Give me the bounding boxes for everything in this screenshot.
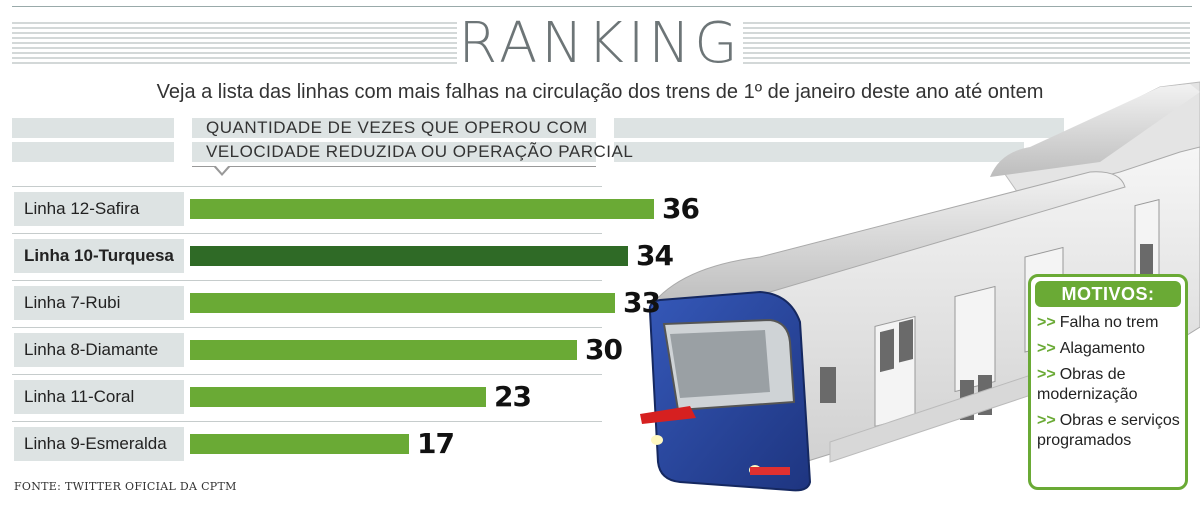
double-arrow-icon: >>	[1037, 340, 1056, 357]
chart-title: RANKING	[458, 11, 742, 76]
motivo-item: >> Alagamento	[1037, 340, 1146, 357]
category-label: Linha 11-Coral	[14, 380, 184, 414]
bar-value-label: 30	[585, 333, 623, 366]
bar-value-label: 36	[662, 192, 700, 225]
bar-value-label: 23	[494, 380, 532, 413]
source-note: FONTE: TWITTER OFICIAL DA CPTM	[14, 480, 237, 493]
category-label: Linha 12-Safira	[14, 192, 184, 226]
bar	[190, 340, 577, 360]
category-label: Linha 9-Esmeralda	[14, 427, 184, 461]
row-separator	[12, 186, 602, 187]
band-right-2	[614, 142, 1024, 162]
category-label: Linha 7-Rubi	[14, 286, 184, 320]
motivo-item: >> Obras e serviços programados	[1037, 412, 1180, 449]
bar-value-label: 34	[636, 239, 674, 272]
row-separator	[12, 233, 602, 234]
bar	[190, 293, 615, 313]
band-right-1	[614, 118, 1064, 138]
double-arrow-icon: >>	[1037, 366, 1056, 383]
value-axis-caption: QUANTIDADE DE VEZES QUE OPEROU COM VELOC…	[192, 118, 633, 167]
title-stripes-left	[12, 22, 457, 66]
category-label: Linha 10-Turquesa	[14, 239, 184, 273]
top-rule	[12, 6, 1192, 7]
band-left-2	[12, 142, 174, 162]
train-illustration	[640, 81, 1200, 492]
bar	[190, 199, 654, 219]
row-separator	[12, 421, 602, 422]
value-axis-caption-line-2: VELOCIDADE REDUZIDA OU OPERAÇÃO PARCIAL	[192, 142, 633, 162]
bar	[190, 387, 486, 407]
double-arrow-icon: >>	[1037, 412, 1056, 429]
double-arrow-icon: >>	[1037, 314, 1056, 331]
chart-subtitle: Veja a lista das linhas com mais falhas …	[156, 81, 1044, 103]
bar	[190, 434, 409, 454]
row-separator	[12, 327, 602, 328]
bar-value-label: 17	[417, 427, 455, 460]
row-separator	[12, 280, 602, 281]
value-axis-caption-line-1: QUANTIDADE DE VEZES QUE OPEROU COM	[192, 118, 596, 138]
motivos-box: MOTIVOS: >> Falha no trem >> Alagamento >>…	[1028, 274, 1188, 490]
motivo-item: >> Obras de modernização	[1037, 366, 1138, 403]
motivos-list: >> Falha no trem >> Alagamento >> Obras de …	[1031, 313, 1185, 451]
row-separator	[12, 374, 602, 375]
motivos-title: MOTIVOS:	[1035, 281, 1181, 307]
category-label: Linha 8-Diamante	[14, 333, 184, 367]
bar	[190, 246, 628, 266]
bar-value-label: 33	[623, 286, 661, 319]
motivo-item: >> Falha no trem	[1037, 314, 1159, 331]
band-left-1	[12, 118, 174, 138]
title-stripes-right	[743, 22, 1190, 66]
